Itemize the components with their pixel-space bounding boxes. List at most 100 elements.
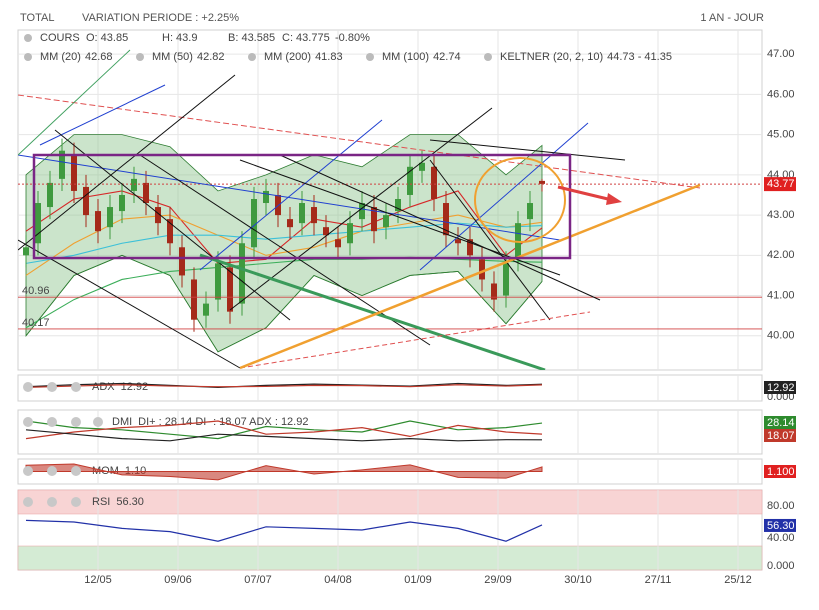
candle-body (455, 239, 461, 244)
y-tick-label: 40.00 (767, 532, 795, 544)
x-tick-label: 25/12 (724, 574, 752, 586)
value-box (764, 518, 796, 532)
trendline (139, 154, 431, 346)
moving-average (25, 256, 543, 329)
panel (17, 374, 763, 402)
legend-value: 41.83 (315, 51, 343, 63)
trendline (419, 122, 589, 271)
y-tick-label: 40.00 (767, 330, 795, 342)
value-box-label: 28.14 (767, 417, 795, 429)
candle-body (251, 198, 257, 248)
panel-icon (23, 497, 33, 507)
panel-icon (71, 497, 81, 507)
legend-label: COURS (40, 32, 80, 44)
candle-body (131, 178, 137, 191)
candle-body (47, 182, 53, 208)
trendline (18, 74, 236, 251)
circle (474, 157, 566, 243)
trendline (18, 49, 131, 156)
panel (17, 409, 763, 455)
indicator-line (25, 420, 543, 440)
candle-body (35, 203, 41, 244)
drawings (18, 49, 701, 370)
candle-body (95, 211, 101, 232)
candle-body (23, 247, 29, 256)
candle-body (203, 303, 209, 316)
candle-body (347, 223, 353, 244)
candle-body (323, 227, 329, 236)
candle-body (275, 194, 281, 216)
x-tick-label: 09/06 (164, 574, 192, 586)
x-tick-label: 04/08 (324, 574, 352, 586)
indicator-line (25, 519, 543, 542)
legend-value: C: 43.775 (282, 32, 330, 44)
trendline (239, 311, 591, 369)
value-box (764, 429, 796, 442)
indicator-line (25, 382, 543, 388)
indicator-line (25, 384, 543, 388)
legend-name: MM (20) (40, 51, 81, 63)
candle-body (143, 182, 149, 204)
value-box (764, 465, 796, 478)
panel-icons (23, 382, 103, 507)
x-tick-label: 12/05 (84, 574, 112, 586)
range-box (32, 153, 572, 260)
legend-value: 42.74 (433, 51, 461, 63)
candle-body (407, 166, 413, 195)
momentum-area (25, 463, 543, 481)
legend-value: 44.73 - 41.35 (607, 51, 672, 63)
y-tick-label: 45.00 (767, 129, 795, 141)
period[interactable]: 1 AN - JOUR (700, 12, 764, 24)
panel-icon (93, 417, 103, 427)
value-box-label: 18.07 (767, 430, 795, 442)
candle-body (431, 166, 437, 199)
legend-icon (366, 53, 374, 61)
legend-value: O: 43.85 (86, 32, 128, 44)
legend-icon (136, 53, 144, 61)
y-tick-label: 0.000 (767, 560, 795, 572)
trendline (18, 239, 241, 369)
candle-body (371, 207, 377, 232)
level-label: 40.17 (22, 317, 50, 329)
legend-name: KELTNER (20, 2, 10) (500, 51, 603, 63)
legend-change: -0.80% (335, 32, 370, 44)
panels (17, 29, 763, 571)
legend-name: MM (100) (382, 51, 429, 63)
candle-body (287, 219, 293, 228)
candle-body (167, 219, 173, 244)
trendline (199, 253, 546, 370)
y-tick-label: 80.00 (767, 500, 795, 512)
legend-icon (248, 53, 256, 61)
x-tick-label: 01/09 (404, 574, 432, 586)
panel-value: 56.30 (116, 496, 144, 508)
y-tick-label: 47.00 (767, 48, 795, 60)
legend-name: MM (50) (152, 51, 193, 63)
zone (17, 489, 763, 515)
trendline (18, 154, 561, 241)
value-box (764, 381, 796, 394)
candle-body (359, 203, 365, 220)
panel-icon (71, 382, 81, 392)
last-price-box (764, 177, 796, 192)
trendline (54, 129, 291, 321)
level-label: 40.96 (22, 285, 50, 297)
panel-title: DMI (112, 416, 132, 428)
value-box-label: 1.100 (767, 466, 795, 478)
legend-icon (24, 34, 32, 42)
panel-icon (23, 382, 33, 392)
legend-value: B: 43.585 (228, 32, 275, 44)
x-tick-label: 27/11 (645, 574, 672, 586)
panel-icon (71, 417, 81, 427)
symbol: TOTAL (20, 12, 54, 24)
candle-body (503, 263, 509, 296)
panel-icon (23, 466, 33, 476)
legend-name: MM (200) (264, 51, 311, 63)
trendline (239, 183, 701, 370)
last-price-label: 43.77 (767, 178, 795, 190)
candle-body (383, 215, 389, 228)
arrow (557, 185, 613, 202)
candle-body (119, 194, 125, 212)
value-box (764, 416, 796, 429)
